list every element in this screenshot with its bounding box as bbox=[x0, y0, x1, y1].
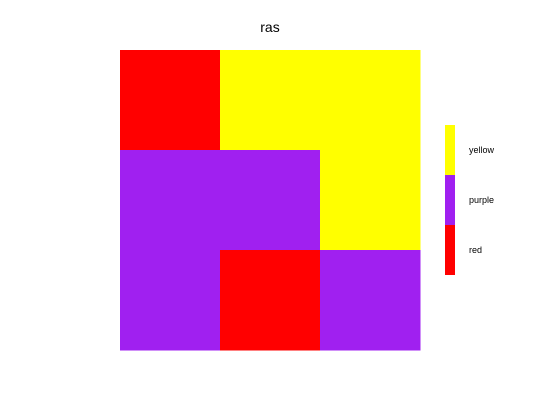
raster-grid bbox=[120, 50, 421, 351]
raster-cell-r1-c2-yellow bbox=[220, 50, 321, 151]
legend-label-red: red bbox=[469, 245, 482, 255]
legend-label-purple: purple bbox=[469, 195, 494, 205]
legend-swatch-yellow bbox=[445, 125, 455, 175]
raster-cell-r2-c1-purple bbox=[120, 150, 221, 251]
raster-cell-r1-c1-red bbox=[120, 50, 221, 151]
raster-cell-r2-c3-yellow bbox=[320, 150, 421, 251]
raster-cell-r3-c2-red bbox=[220, 250, 321, 351]
raster-cell-r1-c3-yellow bbox=[320, 50, 421, 151]
legend-label-yellow: yellow bbox=[469, 145, 495, 155]
raster-cell-r3-c3-purple bbox=[320, 250, 421, 351]
chart-title: ras bbox=[260, 19, 279, 35]
color-legend: yellow purple red bbox=[445, 125, 495, 275]
raster-cell-r3-c1-purple bbox=[120, 250, 221, 351]
legend-swatch-purple bbox=[445, 175, 455, 225]
raster-cell-r2-c2-purple bbox=[220, 150, 321, 251]
legend-swatch-red bbox=[445, 225, 455, 275]
